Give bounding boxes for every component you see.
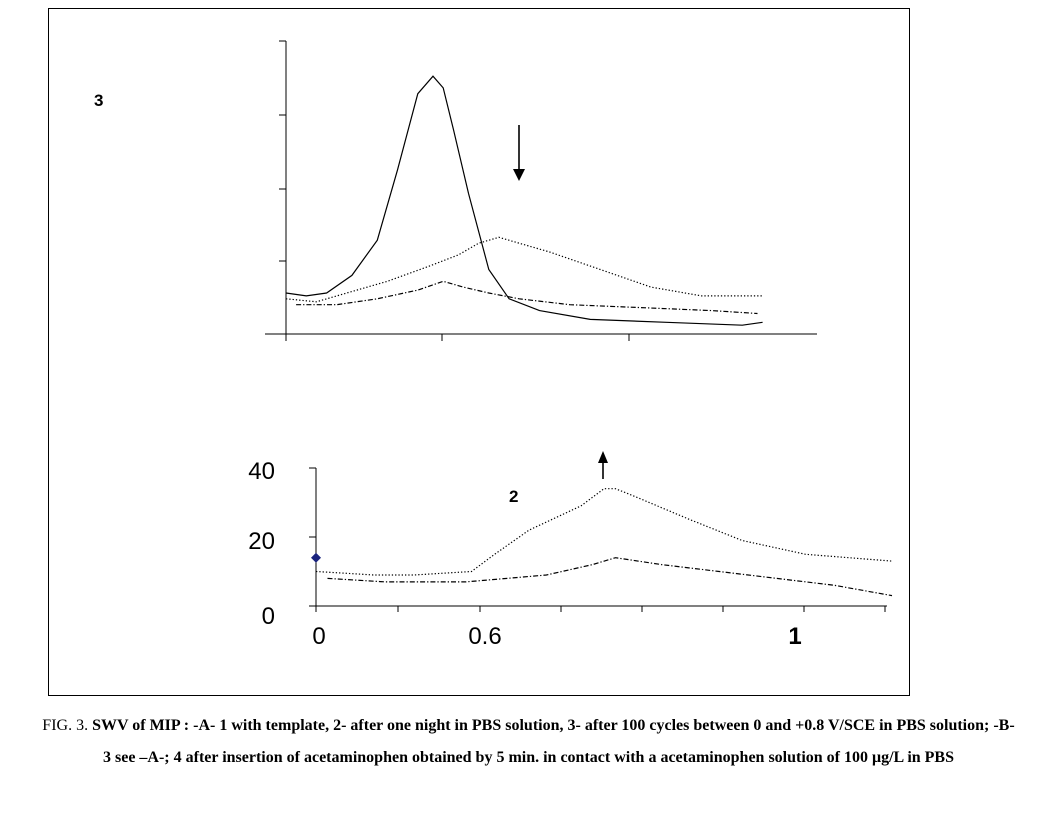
panel-b-chart: 40 20 0 0 0.6 1 2 (248, 451, 893, 650)
panel-a-series-2-line (285, 236, 763, 303)
panel-a-series-1-line (285, 75, 763, 326)
figure-canvas: 3 40 20 0 0 0.6 1 2 (94, 40, 893, 650)
panel-b-diamond-marker (311, 552, 321, 563)
panel-b-x-tick-label: 0 (312, 623, 325, 650)
caption-text: SWV of MIP : -A- 1 with template, 2- aft… (92, 717, 1015, 766)
down-arrow-icon (513, 125, 525, 181)
panel-a-series-3-line (296, 280, 758, 315)
panel-a-chart: 3 (94, 40, 817, 341)
panel-b-y-tick-label: 40 (248, 458, 275, 485)
panel-b-x-tick-label: 0.6 (468, 623, 501, 650)
caption-prefix: FIG. 3. (42, 717, 89, 734)
figure-caption: FIG. 3. SWV of MIP : -A- 1 with template… (40, 710, 1017, 774)
panel-b-curve-label: 2 (509, 487, 518, 506)
panel-a-curve-label: 3 (94, 91, 103, 110)
figure-frame: 3 40 20 0 0 0.6 1 2 (48, 8, 910, 696)
panel-b-y-tick-label: 20 (248, 528, 275, 555)
panel-b-x-tick-label: 1 (788, 623, 801, 650)
panel-b-series-2-line (327, 557, 893, 597)
panel-b-y-tick-label: 0 (262, 603, 275, 630)
up-arrow-icon (598, 451, 608, 479)
panel-b-series-1-line (315, 488, 893, 576)
